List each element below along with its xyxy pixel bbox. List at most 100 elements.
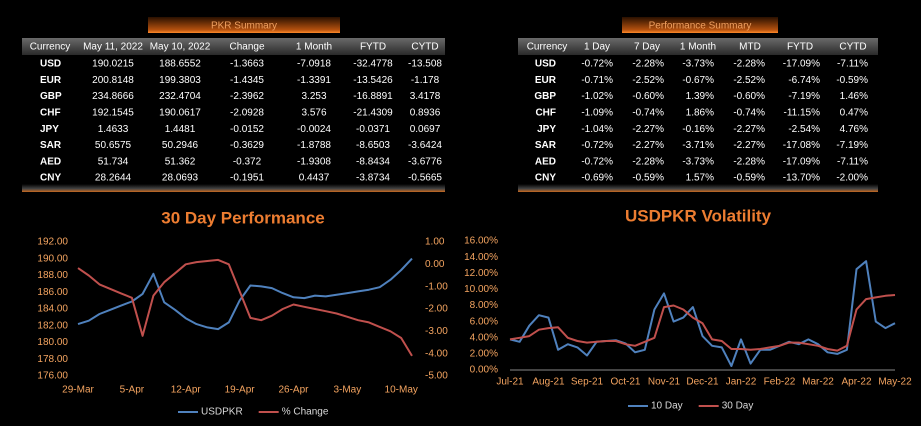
- column-header: Currency: [30, 42, 71, 53]
- table-cell: 199.3803: [159, 75, 201, 86]
- table-cell: -1.178: [411, 75, 440, 86]
- table-cell: -0.59%: [733, 173, 765, 184]
- x-tick-label: Nov-21: [648, 377, 681, 388]
- y-tick-label: 8.00%: [470, 300, 498, 311]
- table-cell: 50.6575: [95, 140, 132, 151]
- table-cell: -0.5665: [408, 173, 442, 184]
- table-cell: -2.00%: [836, 173, 868, 184]
- table-cell: -13.70%: [783, 173, 820, 184]
- y2-tick-label: -2.00: [425, 304, 448, 315]
- table-cell: -32.4778: [353, 59, 393, 70]
- x-tick-label: Jan-22: [726, 377, 757, 388]
- table-cell: -0.59%: [836, 75, 868, 86]
- table-cell: -7.19%: [836, 140, 868, 151]
- section-title: Performance Summary: [649, 21, 752, 32]
- column-header: May 10, 2022: [150, 42, 211, 53]
- table-cell: -0.74%: [733, 108, 765, 119]
- table-cell: -0.69%: [581, 173, 613, 184]
- section-header-bar: [622, 17, 778, 33]
- y2-tick-label: -3.00: [425, 326, 448, 337]
- y-tick-label: 178.00: [37, 354, 68, 365]
- chart-title: USDPKR Volatility: [625, 206, 772, 225]
- table-cell: 51.362: [165, 156, 196, 167]
- column-header: CYTD: [839, 42, 866, 53]
- y2-tick-label: -5.00: [425, 371, 448, 382]
- table-cell: -2.28%: [733, 59, 765, 70]
- x-tick-label: Oct-21: [610, 377, 640, 388]
- table-cell: -2.28%: [632, 59, 664, 70]
- x-tick-label: 3-May: [333, 385, 361, 396]
- table-cell: -0.74%: [632, 108, 664, 119]
- table-cell: JPY: [40, 124, 59, 135]
- series-line: [77, 258, 413, 357]
- column-header: May 11, 2022: [83, 42, 143, 53]
- table-cell: -0.3629: [230, 140, 264, 151]
- x-tick-label: 29-Mar: [62, 385, 94, 396]
- table-cell: CNY: [535, 173, 556, 184]
- table-cell: -0.372: [233, 156, 262, 167]
- series-line: [77, 257, 413, 331]
- y-tick-label: 0.00%: [470, 365, 498, 376]
- y-tick-label: 180.00: [37, 337, 68, 348]
- table-cell: -8.8434: [356, 156, 390, 167]
- table-cell: GBP: [40, 91, 62, 102]
- y-tick-label: 186.00: [37, 287, 68, 298]
- y-tick-label: 14.00%: [464, 252, 498, 263]
- table-cell: -0.0024: [297, 124, 331, 135]
- y-tick-label: 10.00%: [464, 284, 498, 295]
- table-cell: -2.28%: [632, 156, 664, 167]
- series-line: [509, 260, 896, 367]
- table-cell: EUR: [40, 75, 62, 86]
- y-tick-label: 188.00: [37, 270, 68, 281]
- table-cell: 1.86%: [686, 108, 714, 119]
- table-cell: -2.27%: [733, 124, 765, 135]
- column-header: MTD: [739, 42, 761, 53]
- table-cell: -1.02%: [581, 91, 613, 102]
- y-tick-label: 176.00: [37, 371, 68, 382]
- table-cell: -13.508: [408, 59, 442, 70]
- y-tick-label: 182.00: [37, 320, 68, 331]
- table-cell: -3.6424: [408, 140, 442, 151]
- table-cell: 190.0617: [159, 108, 201, 119]
- table-cell: 3.4178: [410, 91, 441, 102]
- table-cell: EUR: [535, 75, 557, 86]
- column-header: 7 Day: [634, 42, 660, 53]
- table-cell: -16.8891: [353, 91, 393, 102]
- table-cell: 4.76%: [840, 124, 868, 135]
- x-tick-label: 19-Apr: [225, 385, 256, 396]
- table-cell: AED: [40, 156, 61, 167]
- table-cell: SAR: [40, 140, 62, 151]
- table-cell: 28.0693: [162, 173, 199, 184]
- y2-tick-label: 1.00: [425, 237, 445, 248]
- table-cell: -2.28%: [733, 156, 765, 167]
- legend-label: 10 Day: [651, 401, 683, 412]
- table-cell: -2.52%: [733, 75, 765, 86]
- table-cell: -2.3962: [230, 91, 264, 102]
- x-tick-label: 12-Apr: [171, 385, 202, 396]
- y-tick-label: 192.00: [37, 237, 68, 248]
- table-cell: -1.8788: [297, 140, 331, 151]
- table-cell: -0.59%: [632, 173, 664, 184]
- table-cell: 188.6552: [159, 59, 201, 70]
- table-cell: -0.67%: [682, 75, 714, 86]
- section-header-bar: [148, 17, 340, 33]
- table-cell: -0.72%: [581, 59, 613, 70]
- x-tick-label: May-22: [878, 377, 912, 388]
- table-cell: SAR: [535, 140, 557, 151]
- table-cell: -1.04%: [581, 124, 613, 135]
- table-cell: -17.09%: [783, 59, 820, 70]
- y-tick-label: 6.00%: [470, 316, 498, 327]
- y-tick-label: 184.00: [37, 304, 68, 315]
- table-cell: 200.8148: [92, 75, 134, 86]
- table-cell: -7.11%: [837, 156, 868, 167]
- table-cell: -1.3663: [230, 59, 264, 70]
- table-cell: -0.60%: [733, 91, 765, 102]
- table-cell: CNY: [40, 173, 61, 184]
- column-header: FYTD: [360, 42, 386, 53]
- legend-label: 30 Day: [722, 401, 754, 412]
- column-header: Change: [229, 42, 264, 53]
- column-header: Currency: [527, 42, 568, 53]
- table-cell: -0.71%: [581, 75, 613, 86]
- table-cell: 190.0215: [92, 59, 134, 70]
- y-tick-label: 4.00%: [470, 332, 498, 343]
